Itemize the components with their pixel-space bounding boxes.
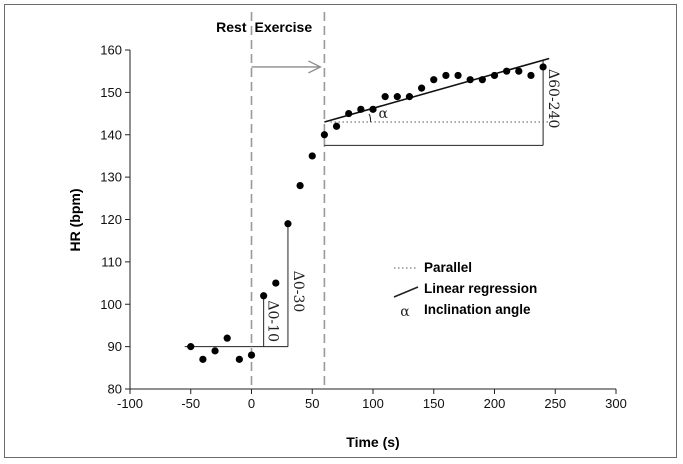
y-tick-label: 90 (108, 339, 122, 354)
y-axis-title: HR (bpm) (67, 189, 83, 252)
data-point (320, 131, 328, 139)
x-tick-label: -100 (117, 396, 143, 411)
data-point (211, 347, 219, 355)
figure-frame (4, 4, 677, 458)
inclination-angle-label: α (378, 106, 388, 122)
x-tick-label: 150 (423, 396, 445, 411)
data-point (272, 279, 280, 287)
data-point (466, 76, 474, 84)
data-point (308, 152, 316, 160)
transition-arrow-head (308, 60, 322, 74)
data-point (296, 182, 304, 190)
x-tick-label: -50 (181, 396, 200, 411)
data-point (260, 292, 268, 300)
data-point (345, 109, 353, 118)
y-tick-label: 120 (100, 212, 122, 227)
data-point (539, 63, 547, 71)
legend: Parallel Linear regression α Inclination… (400, 260, 537, 320)
rest-phase-label: Rest (216, 19, 247, 35)
x-tick-label: 0 (248, 396, 255, 411)
plot-area: 80 90 100 110 120 130 140 150 160 -100 -50 0 50 100 15… (100, 12, 627, 411)
data-point (199, 355, 207, 363)
data-point (405, 93, 414, 101)
x-tick-label: 50 (305, 396, 319, 411)
delta-0-30-label: Δ0-30 (290, 271, 306, 313)
data-point (247, 351, 256, 359)
y-tick-label: 80 (108, 382, 122, 397)
data-point (454, 71, 462, 80)
x-tick-label: 100 (362, 396, 384, 411)
x-axis-title: Time (s) (346, 434, 399, 450)
y-tick-label: 110 (101, 254, 122, 269)
regression-line (324, 57, 550, 123)
data-point (235, 355, 243, 363)
legend-parallel-label: Parallel (424, 260, 472, 275)
data-point (357, 105, 365, 113)
angle-arc (368, 113, 372, 123)
data-point (332, 122, 341, 130)
y-tick-label: 150 (100, 85, 122, 100)
y-tick-label: 160 (100, 43, 122, 58)
legend-regression-swatch (393, 286, 419, 298)
x-tick-label: 300 (605, 396, 627, 411)
data-point (503, 67, 511, 75)
data-point (478, 76, 486, 84)
x-tick-label: 200 (484, 396, 506, 411)
data-point (381, 93, 389, 101)
data-point (418, 84, 426, 92)
legend-alpha-symbol: α (400, 304, 410, 320)
chart-labels: HR (bpm) Time (s) Rest Exercise Δ0-10 Δ0… (67, 19, 561, 450)
y-tick-label: 140 (100, 127, 122, 142)
data-point (393, 93, 401, 101)
data-point (223, 334, 231, 342)
exercise-phase-label: Exercise (255, 19, 313, 35)
data-point (369, 105, 377, 113)
data-point (430, 76, 438, 84)
data-point (442, 71, 450, 80)
y-tick-label: 130 (100, 170, 122, 185)
legend-angle-label: Inclination angle (424, 302, 531, 317)
data-point (284, 220, 292, 228)
y-tick-label: 100 (100, 297, 122, 312)
legend-regression-label: Linear regression (424, 281, 537, 296)
data-point (515, 67, 523, 75)
data-point (490, 71, 499, 80)
data-point (187, 343, 195, 351)
x-tick-label: 250 (544, 396, 566, 411)
delta-0-10-label: Δ0-10 (265, 300, 281, 342)
delta-60-240-label: Δ60-240 (545, 69, 561, 128)
data-point (527, 71, 535, 80)
